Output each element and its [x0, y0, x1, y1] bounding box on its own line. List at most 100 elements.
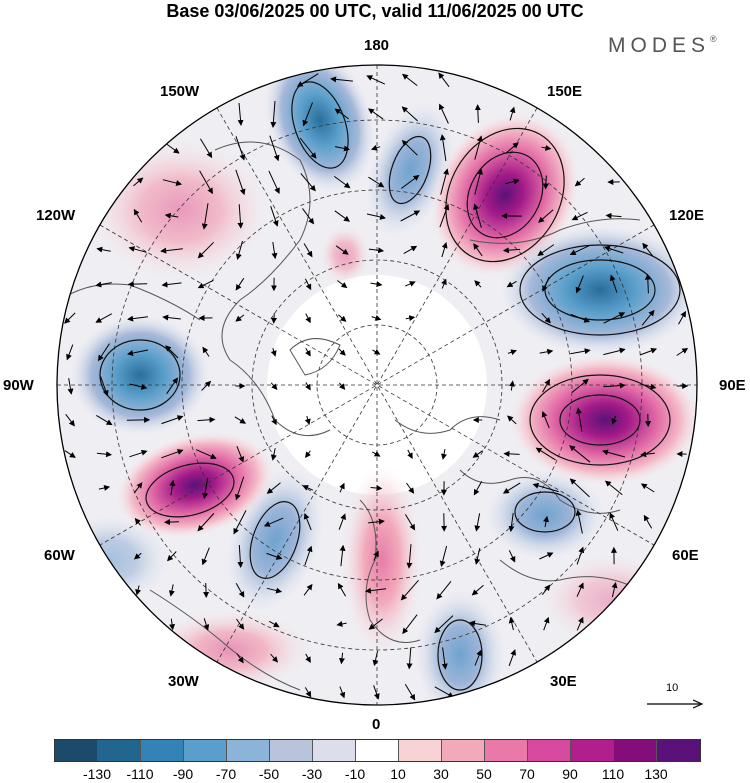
wind-vector [474, 104, 481, 123]
lon-label-150w: 150W [160, 83, 200, 100]
colorbar-tick-label: -90 [172, 766, 194, 782]
wind-vector [503, 450, 520, 457]
wind-vector [502, 482, 521, 494]
wind-vector [330, 76, 353, 83]
wind-vector [266, 552, 283, 560]
wind-vector [65, 413, 75, 427]
colorbar-tick-label: -10 [344, 766, 366, 782]
wind-vector [164, 212, 179, 219]
wind-vector [404, 684, 416, 701]
colorbar-swatch [141, 740, 184, 761]
wind-vector [160, 247, 183, 254]
wind-vector [338, 348, 346, 356]
colorbar-tick-label: 70 [519, 766, 535, 782]
wind-vector [436, 580, 452, 600]
colorbar-swatch [485, 740, 528, 761]
wind-vector [134, 517, 141, 526]
wind-vector [371, 315, 382, 321]
wind-vector [234, 416, 247, 424]
wind-vector [405, 315, 416, 322]
colorbar-swatch [98, 740, 141, 761]
colorbar-swatch [399, 740, 442, 761]
lon-label-180: 180 [364, 37, 390, 54]
wind-vector [165, 345, 179, 359]
wind-vector [570, 348, 591, 355]
wind-vector [509, 106, 516, 121]
wind-vector [96, 414, 113, 426]
anomaly-high-central-asia [510, 355, 697, 485]
wind-vector [270, 653, 279, 663]
wind-vector [401, 140, 418, 156]
wind-vector [603, 382, 626, 389]
wind-vector [541, 584, 551, 596]
wind-vector [370, 485, 383, 492]
wind-vector [474, 280, 482, 288]
wind-vector [439, 203, 450, 228]
wind-vector [538, 209, 554, 223]
wind-vector [199, 170, 213, 195]
wind-vector [571, 211, 588, 221]
wind-vector [373, 550, 379, 561]
lon-label-120w: 120W [36, 207, 76, 224]
wind-vector [611, 581, 618, 598]
wind-vector [542, 175, 549, 190]
colorbar-swatch [356, 740, 399, 761]
wind-vector [235, 277, 245, 291]
colorbar-tick-label: 30 [433, 766, 449, 782]
wind-vector [197, 279, 214, 289]
wind-vector [569, 245, 590, 255]
wind-vector [66, 344, 74, 361]
wind-vector [439, 134, 447, 161]
wind-vector [334, 108, 349, 120]
wind-vector [339, 382, 346, 390]
wind-vector [609, 274, 618, 293]
wind-vector [271, 313, 278, 324]
wind-vector [335, 245, 349, 255]
wind-vector [441, 278, 447, 289]
wind-vector [334, 175, 351, 189]
colorbar-tick-label: 110 [601, 766, 625, 782]
wind-vector [505, 178, 520, 185]
wind-vector [164, 142, 180, 154]
wind-vector [370, 281, 383, 288]
wind-vector [337, 582, 347, 597]
wind-vector [96, 246, 111, 253]
wind-vector [407, 449, 413, 459]
wind-vector [338, 513, 346, 530]
wind-vector [133, 482, 143, 494]
colorbar-swatch [184, 740, 227, 761]
wind-vector [502, 247, 521, 254]
coastlines [59, 141, 641, 691]
wind-vector [202, 346, 210, 357]
colorbar-swatch [55, 740, 98, 761]
colorbar-tick-label: -130 [82, 766, 112, 782]
wind-vector [603, 347, 626, 356]
wind-vector [269, 135, 280, 162]
colorbar-tick-label: 10 [390, 766, 406, 782]
wind-vector [169, 618, 176, 631]
wind-vector [263, 517, 284, 527]
wind-vector [405, 482, 415, 494]
wind-vector [305, 450, 311, 459]
wind-vector [439, 545, 448, 567]
wind-vector [133, 208, 143, 223]
wind-vector [303, 583, 313, 596]
wind-vector [678, 310, 686, 325]
wind-vector [640, 383, 657, 390]
wind-vector [570, 313, 591, 323]
wind-vector [571, 378, 589, 393]
wind-vector [541, 312, 551, 324]
wind-vector [474, 168, 483, 195]
lon-label-60w: 60W [44, 547, 75, 564]
wind-vector [440, 168, 449, 195]
wind-vector [129, 449, 148, 458]
wind-vector [201, 380, 212, 391]
wind-vector [639, 347, 658, 356]
colorbar-tick-label: -70 [215, 766, 237, 782]
wind-vector [201, 203, 209, 230]
wind-vector [507, 349, 517, 356]
wind-vector [235, 240, 243, 260]
wind-vector [337, 314, 347, 322]
wind-vector [270, 100, 277, 128]
